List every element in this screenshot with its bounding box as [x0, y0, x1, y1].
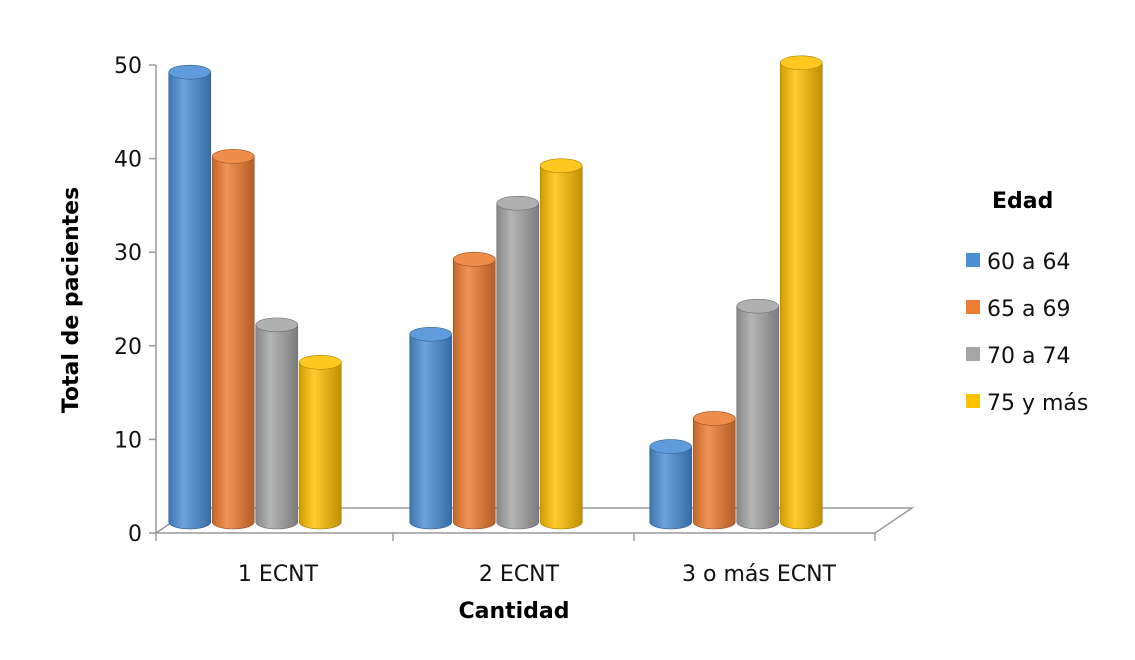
x-axis: 1 ECNT 2 ECNT 3 o más ECNT	[155, 533, 876, 587]
bar-top	[168, 64, 212, 80]
bar-top	[211, 149, 255, 164]
bar-body	[692, 418, 736, 530]
bar-body	[649, 446, 693, 530]
bar-65-a-69-0	[211, 149, 255, 530]
bar-75-y-más-1	[539, 158, 583, 530]
y-tick-label: 50	[114, 54, 142, 79]
y-tick-label: 30	[114, 241, 142, 266]
bar-body	[452, 259, 496, 530]
bar-body	[779, 62, 823, 530]
y-tick-label: 0	[128, 522, 142, 547]
bar-body	[255, 324, 299, 530]
x-tick-label: 3 o más ECNT	[682, 562, 837, 587]
bar-70-a-74-0	[255, 317, 299, 530]
bar-75-y-más-0	[298, 355, 342, 530]
bar-body	[211, 156, 255, 530]
bar-70-a-74-1	[496, 195, 540, 530]
bar-top	[779, 55, 823, 71]
bar-top	[649, 439, 693, 454]
legend-title: Edad	[992, 189, 1053, 214]
legend-swatch	[966, 347, 980, 361]
legend-swatch	[966, 300, 980, 314]
x-tick-label: 2 ECNT	[479, 562, 560, 587]
bar-60-a-64-0	[168, 64, 212, 530]
bar-top	[452, 252, 496, 267]
bar-body	[168, 71, 212, 530]
y-tick-label: 40	[114, 148, 142, 173]
bar-70-a-74-2	[736, 298, 780, 530]
y-axis-title: Total de pacientes	[59, 187, 84, 413]
bar-top	[736, 298, 780, 314]
x-tick-label: 1 ECNT	[238, 562, 319, 587]
legend-label: 60 a 64	[987, 250, 1070, 275]
bar-body	[298, 362, 342, 530]
bar-75-y-más-2	[779, 55, 823, 530]
legend-label: 75 y más	[987, 391, 1088, 416]
y-tick-label: 20	[114, 335, 142, 360]
bar-body	[736, 305, 780, 530]
y-axis: 0 10 20 30 40 50	[114, 54, 157, 547]
bar-top	[255, 317, 299, 333]
bar-top	[692, 411, 736, 426]
bar-body	[539, 165, 583, 530]
bar-top	[298, 355, 342, 370]
legend-swatch	[966, 253, 980, 267]
y-tick-label: 10	[114, 428, 142, 453]
bar-65-a-69-2	[692, 411, 736, 530]
bars	[168, 55, 823, 530]
bar-top	[539, 158, 583, 174]
bar-body	[496, 202, 540, 530]
bar-top	[409, 326, 453, 342]
bar-top	[496, 195, 540, 211]
bar-60-a-64-1	[409, 326, 453, 530]
bar-60-a-64-2	[649, 439, 693, 530]
legend-label: 65 a 69	[987, 297, 1070, 322]
legend-label: 70 a 74	[987, 344, 1070, 369]
bar-body	[409, 333, 453, 530]
bar-65-a-69-1	[452, 252, 496, 530]
legend-swatch	[966, 394, 980, 408]
legend: Edad 60 a 64 65 a 69 70 a 74 75 y más	[966, 189, 1088, 416]
x-axis-title: Cantidad	[458, 599, 569, 624]
